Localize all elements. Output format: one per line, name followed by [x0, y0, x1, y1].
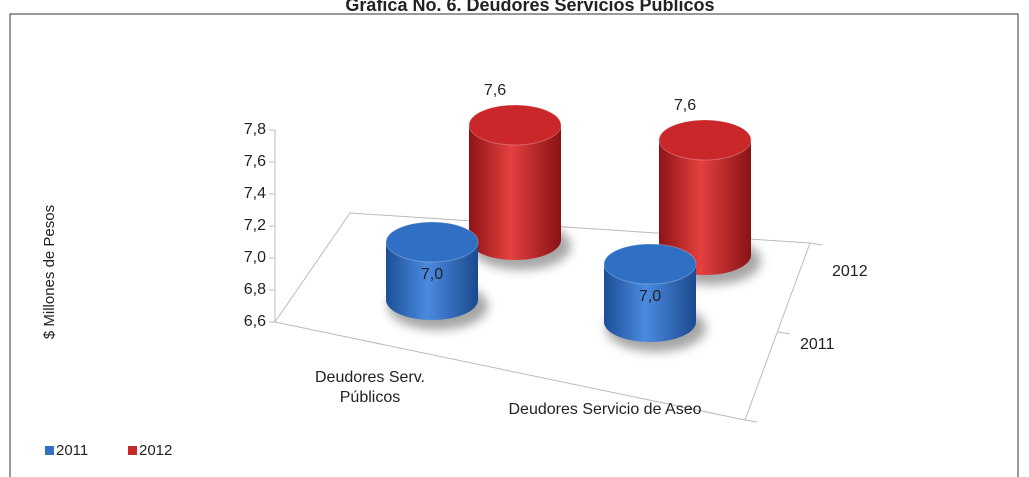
cylinder-top	[658, 119, 752, 161]
cylinder-top	[468, 104, 562, 146]
depth-tick	[744, 419, 758, 423]
y-axis-label: $ Millones de Pesos	[41, 205, 58, 339]
y-tick-label: 7,4	[244, 185, 266, 202]
depth-label: 2012	[832, 263, 868, 280]
x-tick-label: Deudores Serv. Públicos	[315, 369, 425, 406]
y-tick-label: 7,6	[244, 153, 266, 170]
legend-swatch	[128, 446, 137, 455]
y-tick-label: 7,8	[244, 121, 266, 138]
depth-label: 2011	[800, 336, 835, 353]
cylinder-top	[603, 243, 697, 285]
value-label: 7,0	[639, 288, 661, 305]
legend-label: 2012	[139, 442, 172, 459]
legend-label: 2011	[56, 442, 88, 459]
value-label: 7,6	[484, 82, 506, 99]
value-label: 7,6	[674, 97, 696, 114]
x-tick-label: Deudores Servicio de Aseo	[508, 401, 702, 418]
y-tick-label: 6,8	[244, 281, 266, 298]
chart-title: Gráfica No. 6. Deudores Servicios Públic…	[345, 0, 714, 15]
depth-tick	[809, 242, 823, 246]
legend-swatch	[45, 446, 54, 455]
cylinder	[604, 264, 696, 342]
cylinder-top	[385, 221, 479, 263]
value-label: 7,0	[421, 266, 443, 283]
frame	[9, 13, 1019, 477]
depth-tick	[777, 331, 791, 335]
y-tick-label: 7,2	[244, 217, 266, 234]
cylinder	[659, 140, 751, 275]
y-tick-label: 6,6	[244, 313, 266, 330]
cylinder	[386, 242, 478, 320]
cylinder	[469, 125, 561, 260]
y-tick-label: 7,0	[244, 249, 266, 266]
